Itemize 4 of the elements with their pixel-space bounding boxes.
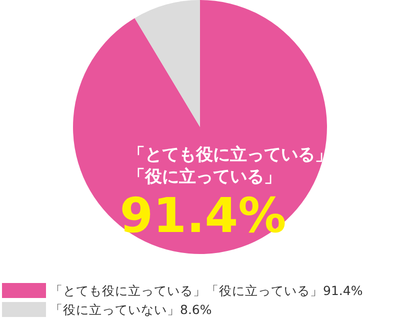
category-label: 「とても役に立っている」「役に立っている」91.4%: [50, 283, 363, 298]
data-label: 91.4%: [120, 188, 286, 244]
legend-label: 「役に立っていない」8.6%: [50, 302, 212, 317]
slice-label: 「とても役に立っている」 「役に立っている」: [128, 145, 332, 187]
